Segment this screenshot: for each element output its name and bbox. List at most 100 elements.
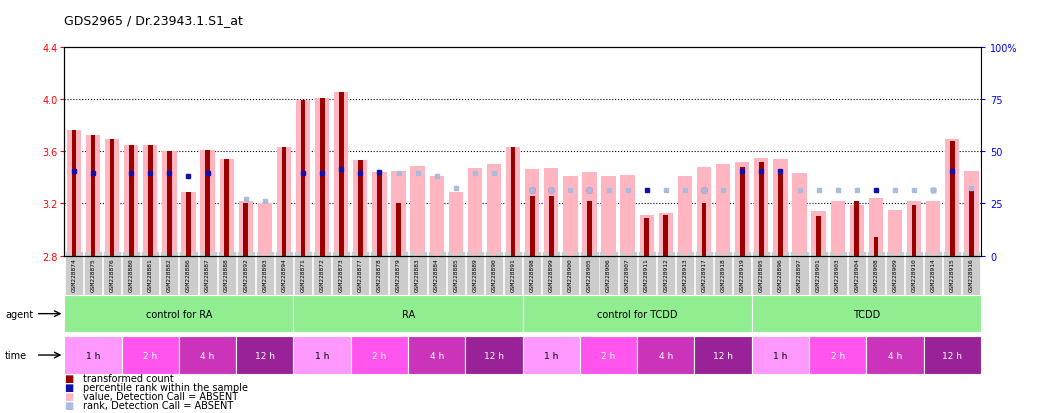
Bar (377, 173, 382, 256)
Bar (580, 337, 637, 374)
Bar (487, 165, 501, 256)
Bar (931, 204, 935, 256)
Bar (716, 165, 731, 256)
Bar (797, 218, 802, 256)
Text: 2 h: 2 h (143, 351, 158, 360)
Bar (702, 204, 707, 256)
Bar (358, 161, 362, 256)
Bar (663, 216, 668, 256)
Bar (430, 176, 444, 256)
Bar (926, 201, 940, 256)
Bar (206, 150, 210, 256)
Text: TCDD: TCDD (852, 309, 880, 319)
Bar (544, 169, 558, 256)
Text: 12 h: 12 h (713, 351, 733, 360)
Bar (472, 199, 477, 256)
Text: 1 h: 1 h (773, 351, 788, 360)
Bar (683, 204, 687, 256)
Text: 1 h: 1 h (315, 351, 329, 360)
Bar (277, 148, 291, 256)
Text: transformed count: transformed count (83, 373, 173, 383)
Bar (964, 171, 979, 256)
Bar (874, 238, 878, 256)
Bar (759, 162, 764, 256)
Bar (320, 98, 325, 256)
Bar (893, 223, 898, 256)
Text: value, Detection Call = ABSENT: value, Detection Call = ABSENT (83, 391, 238, 401)
Bar (391, 171, 406, 256)
Text: RA: RA (402, 309, 414, 319)
Text: 4 h: 4 h (200, 351, 215, 360)
Bar (969, 187, 974, 256)
Bar (281, 148, 286, 256)
Bar (601, 176, 616, 256)
Bar (239, 201, 253, 256)
Bar (86, 136, 100, 256)
Text: agent: agent (5, 309, 33, 319)
Bar (887, 211, 902, 256)
Bar (778, 174, 783, 256)
Bar (582, 173, 597, 256)
Bar (659, 213, 673, 256)
Bar (854, 201, 859, 256)
Bar (752, 337, 809, 374)
Bar (525, 170, 540, 256)
Text: GDS2965 / Dr.23943.1.S1_at: GDS2965 / Dr.23943.1.S1_at (64, 14, 243, 27)
Bar (296, 101, 310, 256)
Bar (410, 166, 425, 256)
Bar (645, 218, 649, 256)
Text: 4 h: 4 h (659, 351, 673, 360)
Text: 1 h: 1 h (86, 351, 101, 360)
Bar (373, 173, 386, 256)
Bar (105, 140, 119, 256)
Bar (224, 159, 229, 256)
Bar (147, 145, 153, 256)
Bar (448, 192, 463, 256)
Text: 2 h: 2 h (373, 351, 386, 360)
Text: ■: ■ (64, 391, 74, 401)
Bar (950, 141, 955, 256)
Text: 4 h: 4 h (887, 351, 902, 360)
Bar (351, 337, 408, 374)
Bar (696, 167, 711, 256)
Text: 12 h: 12 h (484, 351, 504, 360)
Bar (850, 205, 864, 256)
Bar (415, 205, 420, 256)
Text: 1 h: 1 h (544, 351, 558, 360)
Bar (907, 201, 922, 256)
Bar (353, 161, 367, 256)
Bar (162, 152, 176, 256)
Text: ■: ■ (64, 382, 74, 392)
Bar (869, 199, 883, 256)
Bar (397, 204, 401, 256)
Bar (773, 159, 788, 256)
Bar (257, 204, 272, 256)
Bar (143, 145, 158, 256)
Text: rank, Detection Call = ABSENT: rank, Detection Call = ABSENT (83, 400, 234, 410)
Bar (182, 192, 195, 256)
Bar (639, 216, 654, 256)
Bar (408, 337, 465, 374)
Bar (911, 205, 917, 256)
Bar (121, 337, 179, 374)
Bar (179, 337, 237, 374)
Bar (588, 201, 592, 256)
Bar (243, 204, 248, 256)
Bar (924, 337, 981, 374)
Text: ■: ■ (64, 373, 74, 383)
Bar (468, 169, 482, 256)
Bar (836, 205, 840, 256)
Bar (735, 162, 749, 256)
Bar (64, 337, 121, 374)
Bar (66, 131, 81, 256)
Bar (334, 93, 349, 256)
Bar (506, 148, 520, 256)
Bar (568, 203, 573, 256)
Bar (812, 212, 826, 256)
Text: 4 h: 4 h (430, 351, 444, 360)
Bar (867, 337, 924, 374)
Bar (755, 158, 768, 256)
Bar (465, 337, 523, 374)
Bar (946, 140, 959, 256)
Text: 2 h: 2 h (830, 351, 845, 360)
